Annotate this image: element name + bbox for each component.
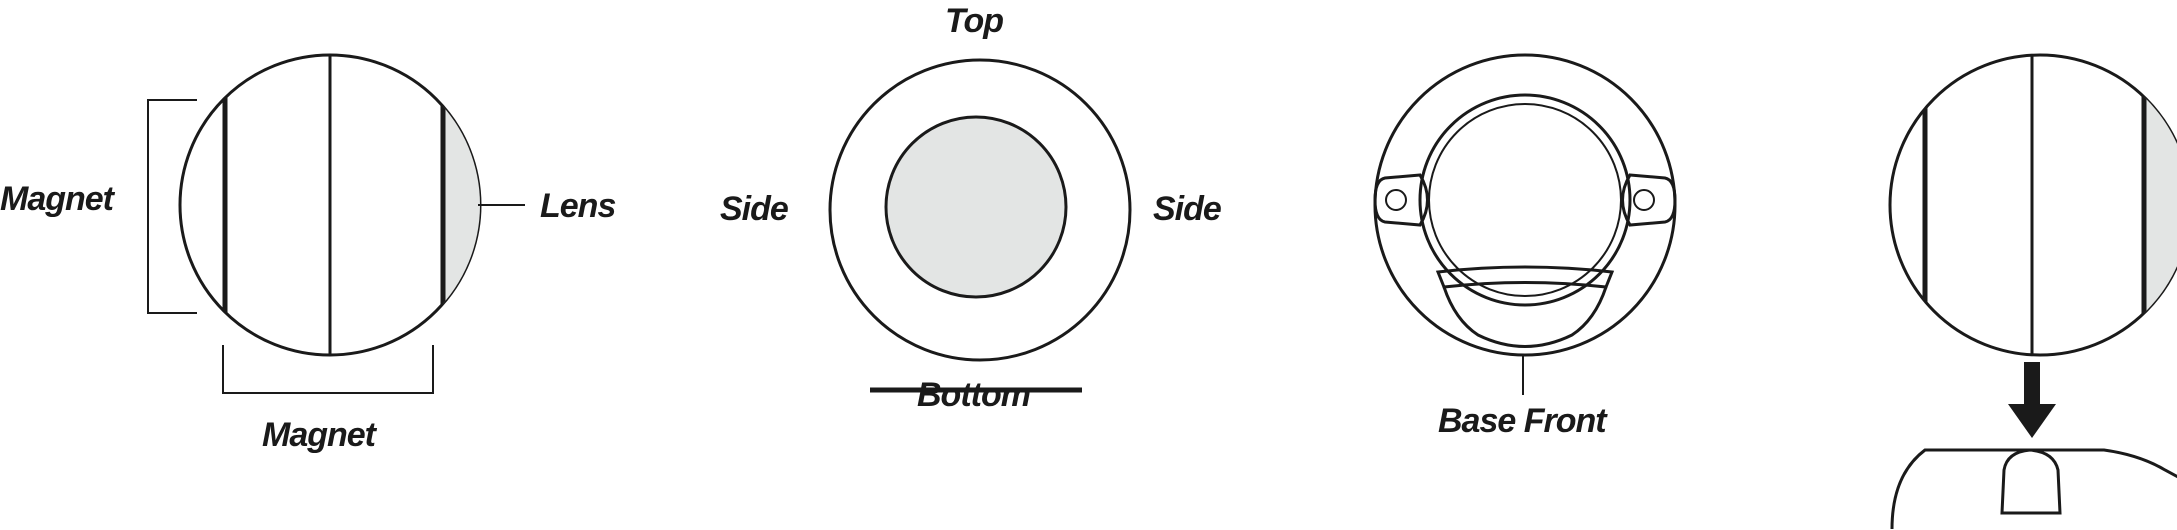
sensor-front-outer-circle [828,58,1132,362]
panel-sensor-side-view: Magnet Lens Magnet [0,53,616,454]
base-inner-ring-outer [1418,93,1632,307]
base-front-scoop [1435,265,1615,289]
magnet-bottom-bracket [222,345,434,394]
base-front-notch [1442,286,1608,348]
magnet-side-label: Magnet [0,180,116,218]
right-screw-tab [1621,173,1677,227]
mount-base-outline [1890,448,2177,530]
lens-label: Lens [540,187,615,225]
top-label: Top [945,2,1003,40]
lens-area-2 [2142,55,2177,355]
panel-mounting-base: Base Front [1373,53,1677,440]
bottom-label: Bottom [917,376,1030,414]
panel-mount-sensor [1888,53,2177,530]
side-right-label: Side [1153,190,1221,228]
panel-sensor-front-view: Top Side Side Bottom [720,2,1222,414]
lens-area [441,55,480,355]
left-screw-tab [1373,173,1429,227]
arrow-down-icon [2008,362,2056,438]
sensor-body-circle-2 [1888,53,2177,357]
lens-circle [884,115,1068,299]
side-left-label: Side [720,190,788,228]
mount-base-slot [2000,448,2062,515]
magnet-side-bracket [147,99,197,314]
base-front-label: Base Front [1438,402,1608,440]
magnet-bottom-label: Magnet [262,416,378,454]
